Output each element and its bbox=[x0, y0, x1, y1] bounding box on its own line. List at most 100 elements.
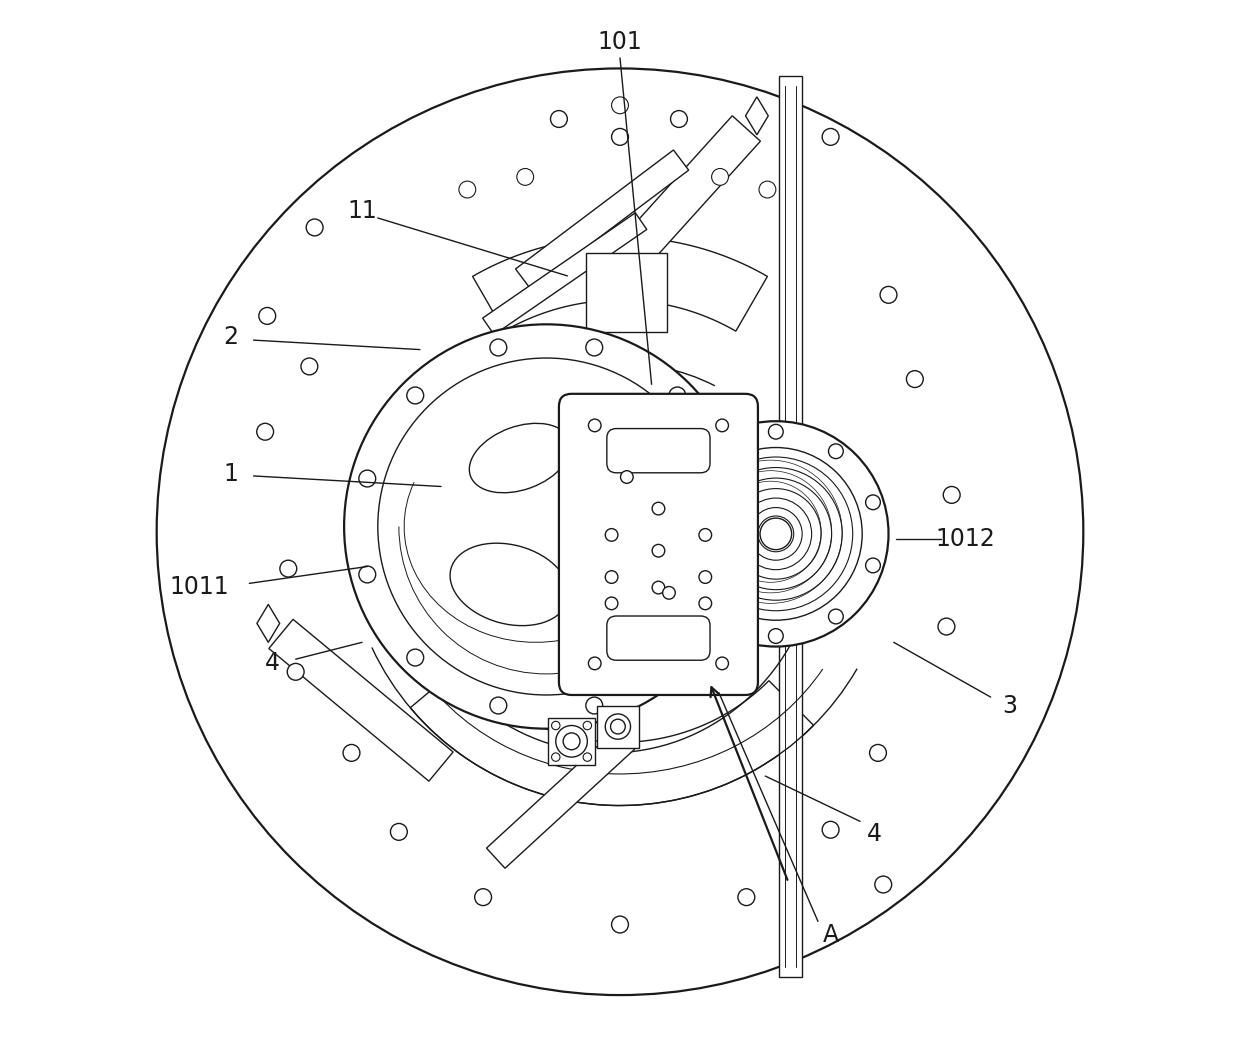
Circle shape bbox=[611, 97, 629, 114]
Circle shape bbox=[288, 663, 304, 680]
Text: 101: 101 bbox=[598, 31, 642, 54]
Circle shape bbox=[822, 128, 839, 145]
Circle shape bbox=[652, 502, 665, 515]
Text: 1011: 1011 bbox=[169, 575, 228, 598]
Circle shape bbox=[715, 657, 728, 670]
Circle shape bbox=[257, 423, 274, 440]
Circle shape bbox=[708, 609, 723, 623]
Circle shape bbox=[552, 721, 560, 730]
Circle shape bbox=[301, 358, 317, 375]
Text: 3: 3 bbox=[1002, 694, 1017, 717]
Polygon shape bbox=[606, 116, 760, 281]
Circle shape bbox=[717, 470, 734, 486]
Polygon shape bbox=[257, 604, 280, 642]
Circle shape bbox=[585, 697, 603, 714]
Circle shape bbox=[156, 68, 1084, 995]
Circle shape bbox=[708, 444, 723, 459]
Text: 2: 2 bbox=[223, 325, 238, 349]
Circle shape bbox=[662, 587, 676, 599]
FancyBboxPatch shape bbox=[606, 429, 711, 473]
Ellipse shape bbox=[450, 543, 569, 625]
Circle shape bbox=[459, 181, 476, 198]
Text: 11: 11 bbox=[347, 199, 377, 222]
Text: 4: 4 bbox=[867, 822, 883, 846]
Circle shape bbox=[551, 111, 568, 127]
Circle shape bbox=[937, 618, 955, 635]
Polygon shape bbox=[472, 237, 768, 331]
Circle shape bbox=[407, 649, 424, 665]
Circle shape bbox=[866, 558, 880, 573]
FancyBboxPatch shape bbox=[559, 394, 758, 695]
Circle shape bbox=[668, 388, 686, 404]
Bar bbox=[548, 718, 595, 764]
Circle shape bbox=[715, 419, 728, 432]
Circle shape bbox=[759, 181, 776, 198]
Polygon shape bbox=[587, 253, 667, 332]
Text: 4: 4 bbox=[265, 652, 280, 675]
Circle shape bbox=[717, 567, 734, 583]
Circle shape bbox=[652, 581, 665, 594]
Circle shape bbox=[671, 111, 687, 127]
Circle shape bbox=[475, 889, 491, 906]
Polygon shape bbox=[516, 150, 688, 290]
Circle shape bbox=[259, 307, 275, 324]
Circle shape bbox=[605, 597, 618, 610]
Circle shape bbox=[671, 495, 686, 510]
Circle shape bbox=[671, 558, 686, 573]
Bar bbox=[596, 706, 639, 748]
Polygon shape bbox=[745, 97, 769, 135]
Circle shape bbox=[583, 721, 591, 730]
Circle shape bbox=[699, 529, 712, 541]
Circle shape bbox=[589, 657, 601, 670]
Polygon shape bbox=[486, 729, 635, 869]
Circle shape bbox=[699, 597, 712, 610]
Circle shape bbox=[769, 629, 784, 643]
Circle shape bbox=[699, 571, 712, 583]
Text: A: A bbox=[822, 923, 838, 947]
Polygon shape bbox=[482, 213, 647, 335]
Ellipse shape bbox=[469, 423, 570, 493]
Circle shape bbox=[407, 388, 424, 404]
Polygon shape bbox=[269, 619, 453, 781]
Circle shape bbox=[563, 733, 580, 750]
Text: 1: 1 bbox=[223, 462, 238, 485]
Circle shape bbox=[663, 421, 889, 647]
Circle shape bbox=[689, 448, 862, 620]
Circle shape bbox=[869, 744, 887, 761]
Circle shape bbox=[343, 744, 360, 761]
Text: 1012: 1012 bbox=[935, 528, 996, 551]
Circle shape bbox=[906, 371, 924, 388]
Circle shape bbox=[605, 529, 618, 541]
Circle shape bbox=[391, 823, 407, 840]
Circle shape bbox=[620, 471, 634, 483]
Circle shape bbox=[378, 358, 714, 695]
Polygon shape bbox=[410, 668, 813, 806]
Circle shape bbox=[490, 697, 507, 714]
Circle shape bbox=[611, 128, 629, 145]
Circle shape bbox=[875, 876, 892, 893]
Circle shape bbox=[866, 495, 880, 510]
Circle shape bbox=[760, 518, 791, 550]
Circle shape bbox=[490, 339, 507, 356]
Circle shape bbox=[605, 714, 630, 739]
Circle shape bbox=[358, 470, 376, 486]
Circle shape bbox=[589, 419, 601, 432]
Circle shape bbox=[556, 726, 588, 757]
Circle shape bbox=[605, 571, 618, 583]
Circle shape bbox=[611, 916, 629, 933]
Bar bbox=[779, 76, 802, 977]
Circle shape bbox=[944, 486, 960, 503]
Circle shape bbox=[880, 286, 897, 303]
FancyBboxPatch shape bbox=[606, 616, 711, 660]
Circle shape bbox=[828, 609, 843, 623]
Circle shape bbox=[610, 719, 625, 734]
Circle shape bbox=[652, 544, 665, 557]
Circle shape bbox=[769, 424, 784, 439]
Circle shape bbox=[306, 219, 324, 236]
Circle shape bbox=[738, 889, 755, 906]
Circle shape bbox=[552, 753, 560, 761]
Circle shape bbox=[822, 821, 839, 838]
Circle shape bbox=[668, 649, 686, 665]
Circle shape bbox=[828, 444, 843, 459]
Circle shape bbox=[345, 324, 749, 729]
